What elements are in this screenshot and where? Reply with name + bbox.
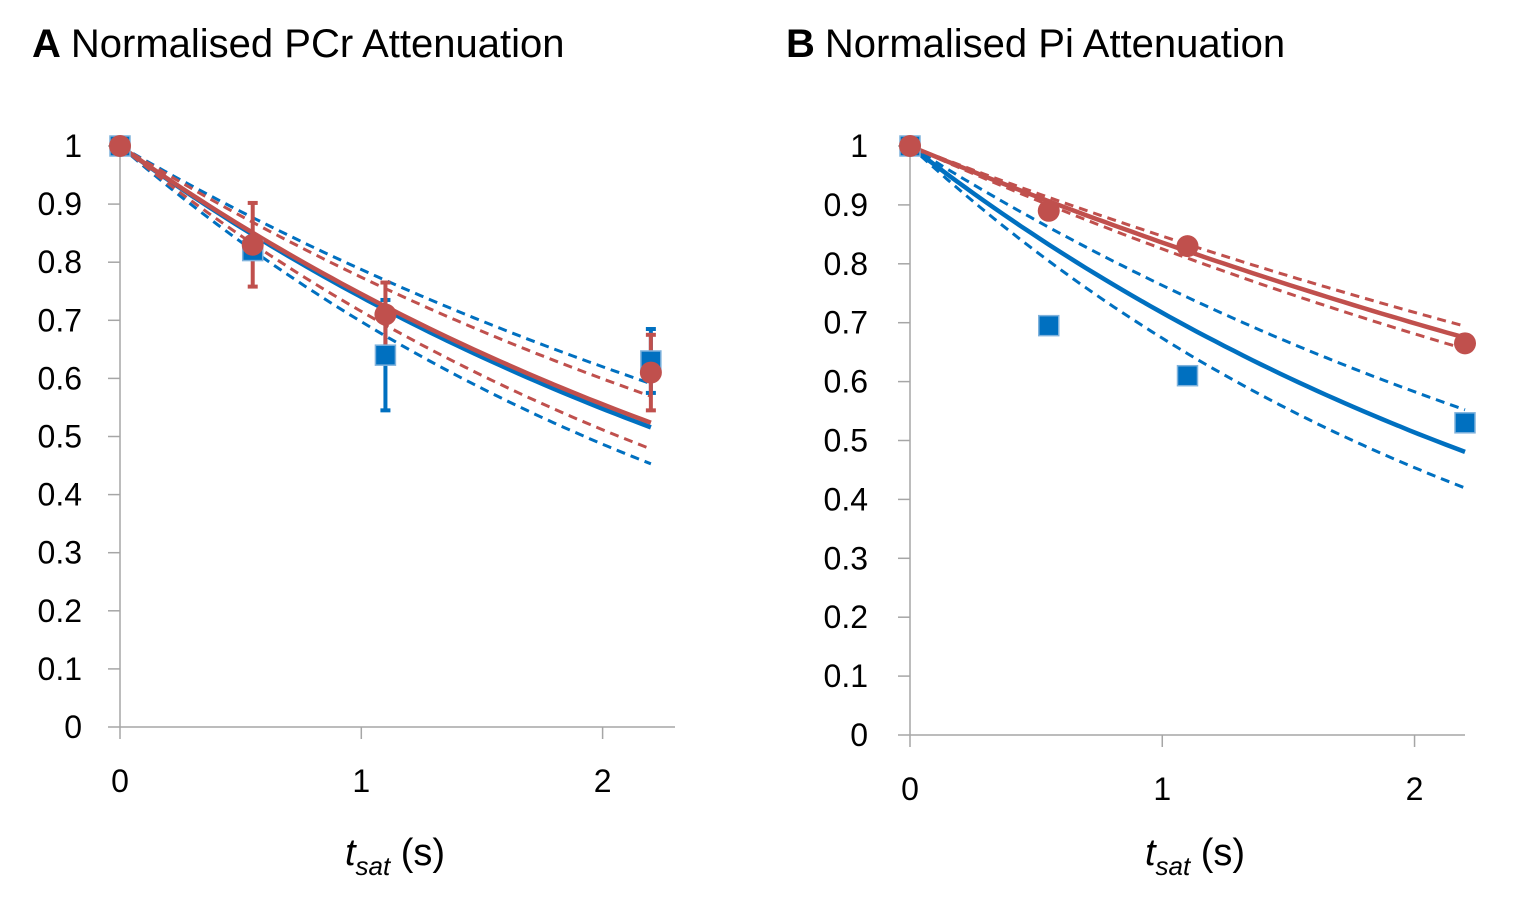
chart-b-svg: 0 0.1 0.2 0.3 0.4 0.5 0.6 0.7 0.8 0.9 1 0 1 2 tsat (s) [824,128,1476,881]
chart-a-svg: 0 0.1 0.2 0.3 0.4 0.5 0.6 0.7 0.8 0.9 1 0 1 2 tsat (s) [38,128,675,881]
y-tick-label: 0.4 [38,477,82,513]
data-point-red-data [109,135,131,157]
y-tick-label: 0.3 [824,540,868,576]
fit-curve-red-fit-upper [909,144,1466,328]
y-tick-label: 1 [850,128,868,164]
y-tick-label: 0 [850,717,868,753]
data-point-red-data [241,233,264,256]
y-tick-label: 0.7 [824,305,868,341]
panel-letter-a: A [32,22,61,66]
y-tick-label: 0.5 [38,419,82,455]
y-tick-label: 0.6 [824,364,868,400]
panel-letter-b: B [786,22,815,66]
y-tick-label: 0.6 [38,360,82,396]
y-tick-label: 0.9 [38,186,82,222]
chart-panel-b: B Normalised Pi Attenuation 0 0.1 0.2 0.3 0.4… [760,0,1515,905]
x-tick-label: 2 [594,763,612,799]
data-point-red-data [374,303,397,326]
data-point-red-data [1176,235,1199,258]
data-point-blue-data [374,344,397,366]
chart-panel-a: A Normalised PCr Attenuation 0 0.1 0.2 0.3 0.… [32,22,675,881]
y-tick-label: 0.7 [38,302,82,338]
x-tick-label: 0 [111,763,129,799]
x-axis-title: tsat (s) [1145,832,1245,881]
y-tick-label: 0.2 [824,599,868,635]
y-tick-label: 0.4 [824,481,868,517]
x-axis-title-unit: (s) [390,832,445,874]
data-point-red-data [1037,199,1060,222]
chart-title-b: B Normalised Pi Attenuation [786,22,1285,67]
x-axis-title-unit: (s) [1190,832,1245,874]
fit-curve-blue-fit-upper [909,144,1466,412]
y-tick-label: 0.3 [38,535,82,571]
x-axis-title: tsat (s) [345,832,445,881]
fit-curve-blue-fit [908,144,1466,455]
y-tick-label: 0.5 [824,423,868,459]
y-tick-label: 0.1 [824,658,868,694]
x-axis-title-var: t [1145,832,1157,874]
x-tick-label: 0 [901,771,919,807]
data-point-red-data [1454,332,1476,355]
x-axis-title-subscript: sat [1156,851,1192,881]
chart-title-text-a: Normalised PCr Attenuation [70,22,565,66]
chart-title-a: A Normalised PCr Attenuation [32,22,564,67]
x-tick-label: 1 [1153,771,1171,807]
y-tick-label: 0.1 [38,651,82,687]
y-tick-label: 0.2 [38,593,82,629]
chart-title-text-b: Normalised Pi Attenuation [824,22,1286,66]
x-axis-title-subscript: sat [356,851,392,881]
y-tick-label: 1 [64,128,82,164]
x-tick-label: 2 [1406,771,1424,807]
y-tick-label: 0 [64,709,82,745]
y-tick-label: 0.8 [824,246,868,282]
y-tick-label: 0.9 [824,187,868,223]
data-point-blue-data [1176,364,1199,387]
fit-curve-blue-fit-lower [908,144,1466,490]
data-point-blue-data [1038,314,1060,337]
data-point-red-data [639,361,662,384]
x-axis-title-var: t [345,832,357,874]
data-point-blue-data [1454,412,1476,434]
y-tick-label: 0.8 [38,244,82,280]
fit-curve-blue-fit-upper [119,144,652,386]
x-tick-label: 1 [352,763,370,799]
fit-curve-blue-fit-lower [119,144,652,466]
data-point-red-data [899,135,921,157]
